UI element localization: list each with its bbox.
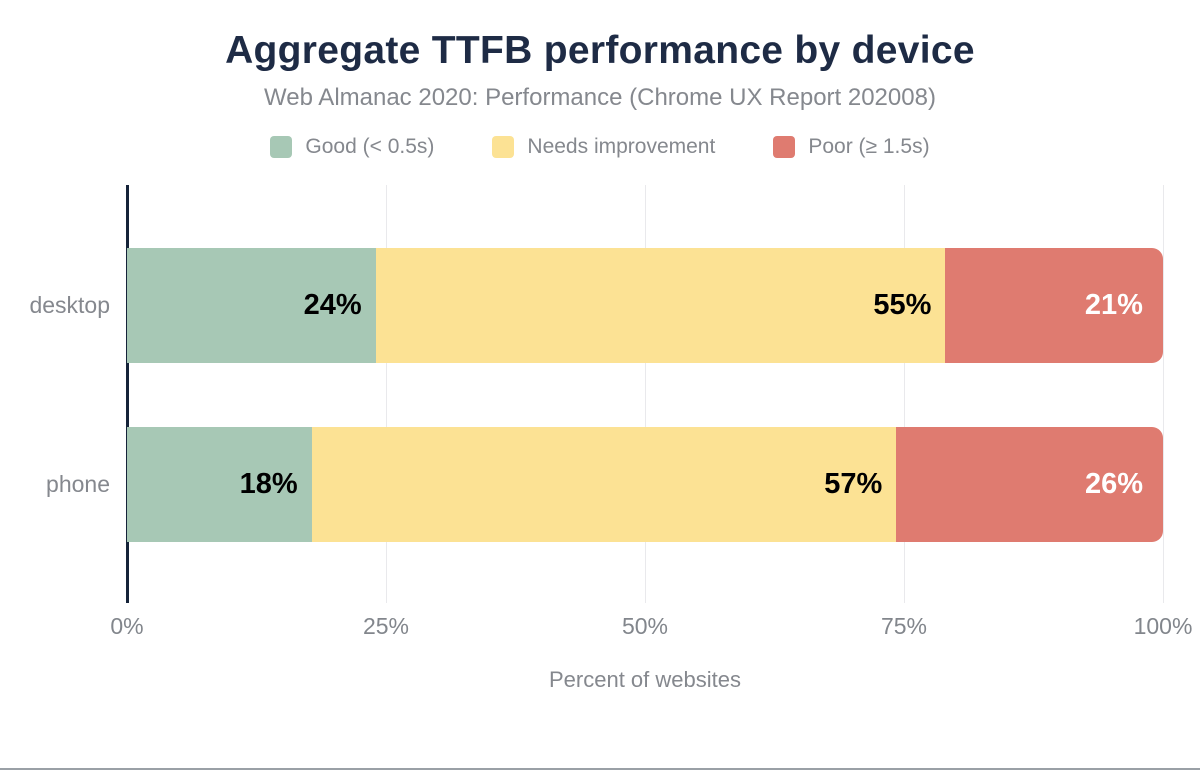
legend-item-good-0-5s: Good (< 0.5s) [270,135,434,159]
value-label-desktop-good-0-5s: 24% [303,289,362,321]
y-axis-line [126,185,129,603]
gridline-25 [386,185,387,603]
legend-swatch-icon [270,136,293,158]
category-label-phone: phone [46,471,110,497]
category-label-desktop: desktop [29,292,110,318]
x-tick-100: 100% [1133,613,1193,639]
bar-segment-phone-good-0-5s: 18% [127,427,312,542]
value-label-phone-needs-improvement: 57% [824,468,883,500]
bar-row-phone: phone 18% 57% 26% [46,427,1163,542]
value-label-desktop-needs-improvement: 55% [873,289,932,321]
bar-segment-desktop-needs-improvement: 55% [375,248,946,363]
legend-label: Needs improvement [527,135,716,158]
value-label-desktop-poor-1-5s: 21% [1084,289,1143,321]
gridline-100 [1163,185,1164,603]
page-title: Aggregate TTFB performance by device [225,29,975,72]
legend-label: Good (< 0.5s) [305,135,435,158]
chart-subtitle: Web Almanac 2020: Performance (Chrome UX… [264,84,936,111]
bar-segment-desktop-good-0-5s: 24% [127,248,376,363]
bar-segment-phone-needs-improvement: 57% [311,427,897,542]
legend-label: Poor (≥ 1.5s) [808,135,930,158]
x-axis-label: Percent of websites [549,667,741,692]
x-tick-75: 75% [880,613,928,639]
x-tick-25: 25% [362,613,410,639]
legend-item-poor-1-5s: Poor (≥ 1.5s) [773,135,930,159]
x-tick-0: 0% [110,613,144,639]
bar-segment-desktop-poor-1-5s: 21% [945,248,1163,363]
gridline-50 [645,185,646,603]
value-label-phone-poor-1-5s: 26% [1084,468,1143,500]
x-tick-50: 50% [621,613,669,639]
legend: Good (< 0.5s) Needs improvement Poor (≥ 1.… [0,134,1200,160]
legend-swatch-icon [773,136,796,158]
value-label-phone-good-0-5s: 18% [239,468,298,500]
legend-swatch-icon [492,136,515,158]
gridline-75 [904,185,905,603]
bar-segment-phone-poor-1-5s: 26% [896,427,1163,542]
plot-area: desktop 24% 55% 21% phone 18% 57% 26% 0% 25% 50% 75… [29,185,1192,639]
bar-row-desktop: desktop 24% 55% 21% [29,248,1163,363]
legend-item-needs-improvement: Needs improvement [492,135,715,159]
